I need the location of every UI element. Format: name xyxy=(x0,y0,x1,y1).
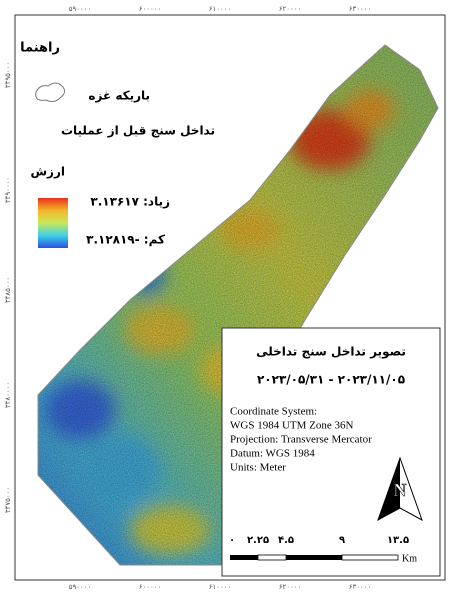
scale-unit: Km xyxy=(402,553,417,564)
scale-label: ۹ xyxy=(339,535,345,546)
info-box: تصویر تداخل سنج تداخلی ۲۰۲۳/۰۵/۳۱ - ۲۰۲۳… xyxy=(222,328,440,576)
left-tick-label: ۳۴۹۵۰۰۰ xyxy=(4,62,12,88)
bottom-tick-label: ۵۹۰۰۰۰ xyxy=(69,583,92,591)
bottom-tick-label: ۶۰۰۰۰۰ xyxy=(139,583,162,591)
bottom-tick-label: ۶۱۰۰۰۰ xyxy=(209,583,232,591)
info-title: تصویر تداخل سنج تداخلی xyxy=(256,345,406,360)
north-label: N xyxy=(394,480,407,500)
legend-title: راهنما xyxy=(20,41,60,56)
info-line: Datum: WGS 1984 xyxy=(230,448,315,460)
scale-label: ۱۳.۵ xyxy=(387,535,409,546)
scale-label: ۰ xyxy=(229,535,235,546)
scale-label: ۴.۵ xyxy=(278,535,294,546)
left-tick-label: ۳۴۹۰۰۰۰ xyxy=(4,177,12,203)
legend-low: کم: -۳.۱۲۸۱۹ xyxy=(86,233,165,247)
info-line: WGS 1984 UTM Zone 36N xyxy=(230,420,353,432)
legend-layer: تداخل سنج قبل از عملیات xyxy=(61,124,215,138)
left-tick-label: ۳۴۷۵۰۰۰ xyxy=(4,487,12,513)
legend-value-heading: ارزش xyxy=(31,165,66,179)
top-tick-label: ۶۲۰۰۰۰ xyxy=(279,5,302,13)
color-ramp xyxy=(38,198,68,248)
top-tick-label: ۶۱۰۰۰۰ xyxy=(209,5,232,13)
bottom-tick-label: ۶۲۰۰۰۰ xyxy=(279,583,302,591)
info-line: Coordinate System: xyxy=(230,406,317,418)
legend-boundary: باریکه غزه xyxy=(88,89,150,103)
top-tick-label: ۵۹۰۰۰۰ xyxy=(69,5,92,13)
left-tick-label: ۳۴۸۵۰۰۰ xyxy=(4,277,12,303)
scale-label: ۲.۲۵ xyxy=(247,535,269,546)
left-tick-label: ۳۴۸۰۰۰۰ xyxy=(4,382,12,408)
info-line: Projection: Transverse Mercator xyxy=(230,434,372,446)
map-page: ۵۹۰۰۰۰ ۶۰۰۰۰۰ ۶۱۰۰۰۰ ۶۲۰۰۰۰ ۶۳۰۰۰۰ ۵۹۰۰۰۰ ۶۰۰۰… xyxy=(0,0,459,594)
info-dates: ۲۰۲۳/۰۵/۳۱ - ۲۰۲۳/۱۱/۰۵ xyxy=(257,373,405,387)
top-tick-label: ۶۳۰۰۰۰ xyxy=(349,5,372,13)
legend-high: زیاد: ۳.۱۳۶۱۷ xyxy=(90,195,170,209)
bottom-tick-label: ۶۳۰۰۰۰ xyxy=(349,583,372,591)
top-tick-label: ۶۰۰۰۰۰ xyxy=(139,5,162,13)
info-line: Units: Meter xyxy=(230,462,286,474)
